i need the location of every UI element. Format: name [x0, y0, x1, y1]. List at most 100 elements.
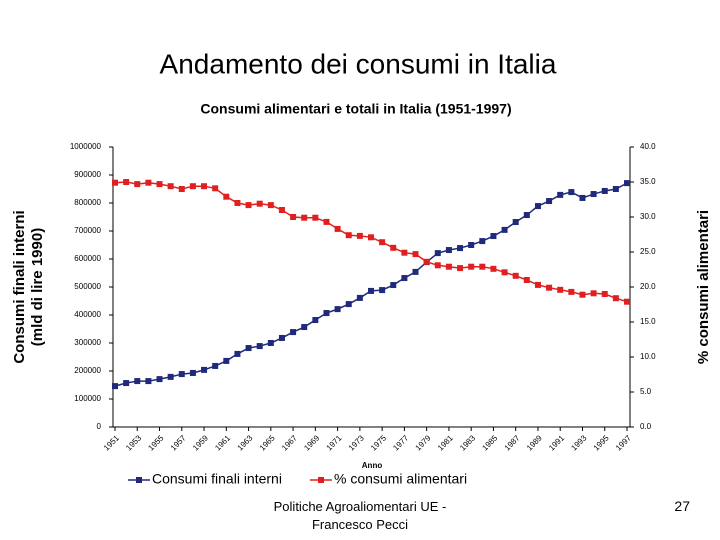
- point: [468, 263, 475, 270]
- x-tick-label: 1955: [146, 433, 165, 452]
- legend-label: % consumi alimentari: [334, 471, 467, 487]
- point: [457, 265, 464, 272]
- y-tick-label: 700000: [74, 226, 101, 235]
- point: [256, 200, 263, 207]
- point: [445, 247, 452, 254]
- y2-tick-label: 30.0: [640, 212, 656, 221]
- point: [223, 357, 230, 364]
- point: [123, 380, 130, 387]
- point: [501, 226, 508, 233]
- chart-title: Consumi alimentari e totali in Italia (1…: [200, 101, 511, 117]
- point: [557, 286, 564, 293]
- point: [568, 288, 575, 295]
- point: [323, 218, 330, 225]
- legend-marker: [136, 477, 142, 483]
- point: [490, 233, 497, 240]
- point: [579, 291, 586, 298]
- x-tick-label: 1953: [124, 433, 143, 452]
- point: [546, 198, 553, 205]
- y-tick-label: 500000: [74, 282, 101, 291]
- point: [356, 294, 363, 301]
- point: [512, 272, 519, 279]
- x-tick-label: 1957: [169, 433, 188, 452]
- point: [379, 287, 386, 294]
- point: [201, 183, 208, 190]
- point: [201, 366, 208, 373]
- point: [546, 284, 553, 291]
- point: [167, 373, 174, 380]
- point: [156, 181, 163, 188]
- x-tick-label: 1959: [191, 433, 210, 452]
- point: [590, 191, 597, 198]
- point: [479, 263, 486, 270]
- point: [234, 350, 241, 357]
- point: [368, 287, 374, 294]
- point: [612, 295, 619, 302]
- y-tick-label: 800000: [74, 198, 101, 207]
- point: [145, 378, 152, 385]
- x-tick-label: 1983: [458, 433, 477, 452]
- x-tick-label: 1969: [302, 433, 321, 452]
- x-axis-label: Anno: [362, 461, 383, 470]
- point: [457, 245, 464, 252]
- x-tick-label: 1967: [280, 433, 299, 452]
- x-tick-label: 1995: [592, 433, 611, 452]
- point: [423, 258, 430, 265]
- y2-axis-label: % consumi alimentari: [695, 210, 712, 364]
- point: [178, 186, 185, 192]
- point: [490, 265, 497, 272]
- y-tick-label: 300000: [74, 338, 101, 347]
- point: [245, 345, 252, 352]
- y-tick-label: 200000: [74, 366, 101, 375]
- x-tick-label: 1965: [258, 433, 277, 452]
- point: [512, 219, 519, 226]
- x-tick-label: 1989: [525, 433, 544, 452]
- point: [267, 340, 274, 346]
- point: [356, 232, 363, 239]
- point: [134, 378, 141, 385]
- footer: Politiche Agroaliomentari UE - Francesco…: [273, 499, 447, 532]
- x-tick-label: 1963: [236, 433, 255, 452]
- point: [290, 329, 297, 336]
- point: [345, 301, 352, 308]
- point: [278, 207, 285, 213]
- point: [234, 200, 241, 206]
- point: [156, 376, 163, 383]
- point: [501, 269, 508, 276]
- y-tick-label: 400000: [74, 310, 101, 319]
- y-axis-label: (mld di lire 1990): [29, 228, 46, 346]
- point: [334, 306, 341, 313]
- point: [601, 187, 608, 194]
- point: [434, 262, 441, 269]
- point: [345, 232, 352, 239]
- x-tick-label: 1961: [213, 433, 232, 452]
- x-tick-label: 1951: [102, 433, 121, 452]
- x-tick-label: 1985: [480, 433, 499, 452]
- legend-label: Consumi finali interni: [152, 471, 282, 487]
- x-tick-label: 1981: [436, 433, 455, 452]
- point: [579, 194, 586, 201]
- x-tick-label: 1987: [503, 433, 522, 452]
- point: [278, 334, 285, 341]
- x-tick-label: 1993: [569, 433, 588, 452]
- y-tick-label: 0: [97, 422, 102, 431]
- point: [301, 214, 308, 221]
- point: [412, 251, 419, 258]
- point: [112, 179, 118, 186]
- point: [368, 234, 374, 241]
- point: [256, 343, 263, 350]
- point: [401, 249, 408, 256]
- point: [189, 369, 196, 376]
- x-tick-label: 1997: [614, 433, 633, 452]
- point: [323, 310, 330, 317]
- point: [534, 203, 541, 210]
- y2-tick-label: 0.0: [640, 422, 652, 431]
- y-tick-label: 100000: [74, 394, 101, 403]
- page-number: 27: [674, 498, 690, 514]
- x-tick-label: 1977: [391, 433, 410, 452]
- y2-tick-label: 20.0: [640, 282, 656, 291]
- point: [301, 324, 308, 331]
- point: [212, 185, 219, 192]
